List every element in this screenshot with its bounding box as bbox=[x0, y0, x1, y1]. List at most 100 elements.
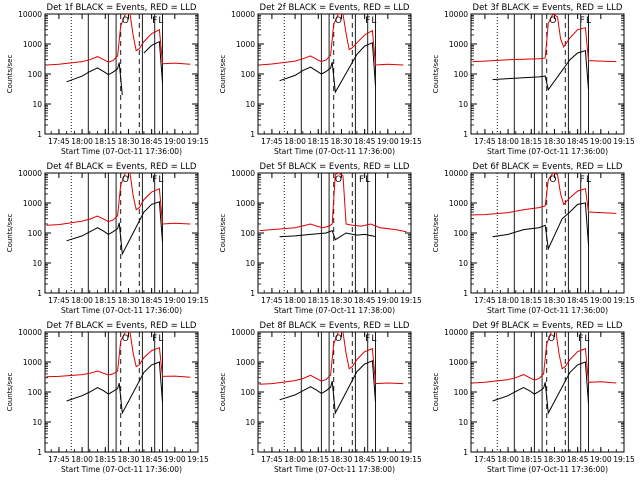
y-tick-label: 100 bbox=[28, 229, 43, 238]
series-line-lld bbox=[472, 332, 617, 384]
y-tick-label: 100 bbox=[28, 388, 43, 397]
x-tick-label: 18:15 bbox=[520, 455, 542, 464]
y-axis-label: Counts/sec bbox=[219, 55, 227, 94]
panel-title: Det 7f BLACK = Events, RED = LLD bbox=[47, 321, 197, 331]
y-tick-label: 1000 bbox=[236, 199, 255, 208]
y-tick-label: 10 bbox=[32, 100, 42, 109]
x-tick-label: 18:00 bbox=[497, 455, 519, 464]
y-tick-label: 10 bbox=[245, 418, 255, 427]
x-tick-label: 19:00 bbox=[590, 137, 612, 146]
y-tick-label: 100 bbox=[241, 229, 256, 238]
x-tick-label: 18:30 bbox=[331, 455, 353, 464]
x-tick-label: 19:00 bbox=[164, 137, 186, 146]
x-tick-label: 19:00 bbox=[590, 455, 612, 464]
attenuator-marker: F bbox=[365, 16, 370, 26]
series-line-lld bbox=[259, 14, 404, 66]
attenuator-marker: O bbox=[122, 334, 129, 344]
x-tick-label: 18:00 bbox=[284, 296, 306, 305]
y-tick-label: 100 bbox=[454, 70, 469, 79]
x-tick-label: 18:00 bbox=[497, 137, 519, 146]
x-axis-label: Start Time (07-Oct-11 17:36:00) bbox=[487, 147, 608, 156]
x-tick-label: 18:15 bbox=[520, 296, 542, 305]
attenuator-marker: L bbox=[586, 16, 591, 26]
detector-panel: Det 9f BLACK = Events, RED = LLD Counts/s… bbox=[432, 321, 635, 474]
attenuator-marker: O bbox=[335, 175, 342, 185]
y-tick-label: 1 bbox=[463, 130, 468, 139]
y-tick-label: 1 bbox=[250, 289, 255, 298]
x-tick-label: 19:15 bbox=[187, 455, 209, 464]
x-tick-label: 18:00 bbox=[71, 296, 93, 305]
panel-title: Det 9f BLACK = Events, RED = LLD bbox=[473, 321, 623, 331]
y-tick-label: 10000 bbox=[231, 169, 255, 178]
detector-panel: Det 4f BLACK = Events, RED = LLD Counts/s… bbox=[6, 162, 209, 315]
series-line-events bbox=[492, 50, 589, 91]
x-axis-label: Start Time (07-Oct-11 17:36:00) bbox=[61, 306, 182, 315]
x-tick-label: 18:45 bbox=[567, 137, 589, 146]
series-line-events bbox=[66, 361, 163, 415]
x-tick-label: 19:15 bbox=[613, 455, 635, 464]
x-tick-label: 17:45 bbox=[474, 296, 496, 305]
x-tick-label: 18:30 bbox=[118, 137, 140, 146]
x-tick-label: 18:45 bbox=[141, 137, 163, 146]
x-tick-label: 19:15 bbox=[400, 296, 422, 305]
x-tick-label: 18:15 bbox=[94, 296, 116, 305]
series-line-events bbox=[492, 361, 589, 415]
detector-panel: Det 1f BLACK = Events, RED = LLD Counts/s… bbox=[6, 3, 209, 156]
x-tick-label: 18:30 bbox=[331, 296, 353, 305]
x-tick-label: 18:00 bbox=[284, 137, 306, 146]
y-tick-label: 1 bbox=[37, 130, 42, 139]
y-axis-label: Counts/sec bbox=[6, 55, 14, 94]
y-tick-label: 10000 bbox=[444, 10, 468, 19]
panel-title: Det 8f BLACK = Events, RED = LLD bbox=[260, 321, 410, 331]
x-tick-label: 18:30 bbox=[544, 296, 566, 305]
y-tick-label: 100 bbox=[241, 70, 256, 79]
x-tick-label: 18:15 bbox=[307, 137, 329, 146]
plot-frame bbox=[470, 172, 625, 294]
attenuator-marker: F bbox=[580, 175, 585, 185]
x-tick-label: 18:15 bbox=[307, 296, 329, 305]
detector-panel: Det 6f BLACK = Events, RED = LLD Counts/s… bbox=[432, 162, 635, 315]
x-tick-label: 19:00 bbox=[377, 455, 399, 464]
x-tick-label: 18:30 bbox=[331, 137, 353, 146]
series-line-lld bbox=[472, 14, 617, 63]
attenuator-marker: F bbox=[152, 334, 157, 344]
x-tick-label: 18:00 bbox=[497, 296, 519, 305]
series-line-events bbox=[279, 229, 376, 241]
y-tick-label: 100 bbox=[241, 388, 256, 397]
x-tick-label: 19:15 bbox=[400, 137, 422, 146]
x-tick-label: 19:15 bbox=[613, 137, 635, 146]
y-tick-label: 10 bbox=[245, 100, 255, 109]
y-tick-label: 1000 bbox=[449, 40, 468, 49]
x-tick-label: 19:15 bbox=[400, 455, 422, 464]
x-tick-label: 17:45 bbox=[261, 296, 283, 305]
plot-frame bbox=[257, 331, 412, 453]
y-axis-label: Counts/sec bbox=[219, 373, 227, 412]
y-tick-label: 1000 bbox=[23, 199, 42, 208]
x-tick-label: 18:45 bbox=[567, 296, 589, 305]
x-axis-label: Start Time (07-Oct-11 17:38:00) bbox=[274, 465, 395, 474]
panel-title: Det 4f BLACK = Events, RED = LLD bbox=[47, 162, 197, 172]
y-axis-label: Counts/sec bbox=[432, 214, 440, 253]
x-tick-label: 19:00 bbox=[377, 137, 399, 146]
y-axis-label: Counts/sec bbox=[6, 373, 14, 412]
x-tick-label: 18:15 bbox=[94, 137, 116, 146]
series-line-lld bbox=[46, 332, 191, 378]
x-tick-label: 17:45 bbox=[48, 137, 70, 146]
attenuator-marker: O bbox=[122, 16, 129, 26]
y-tick-label: 100 bbox=[454, 388, 469, 397]
y-tick-label: 10000 bbox=[444, 169, 468, 178]
y-tick-label: 1000 bbox=[23, 358, 42, 367]
x-axis-label: Start Time (07-Oct-11 17:38:00) bbox=[274, 306, 395, 315]
attenuator-marker: F bbox=[152, 175, 157, 185]
plot-frame bbox=[257, 13, 412, 135]
x-tick-label: 18:45 bbox=[354, 296, 376, 305]
attenuator-marker: F bbox=[580, 16, 585, 26]
attenuator-marker: L bbox=[371, 16, 376, 26]
y-tick-label: 1 bbox=[250, 448, 255, 457]
y-tick-label: 10 bbox=[245, 259, 255, 268]
attenuator-marker: O bbox=[335, 16, 342, 26]
y-axis-label: Counts/sec bbox=[219, 214, 227, 253]
x-axis-label: Start Time (07-Oct-11 17:36:00) bbox=[61, 465, 182, 474]
x-tick-label: 19:00 bbox=[164, 296, 186, 305]
attenuator-marker: L bbox=[158, 16, 163, 26]
